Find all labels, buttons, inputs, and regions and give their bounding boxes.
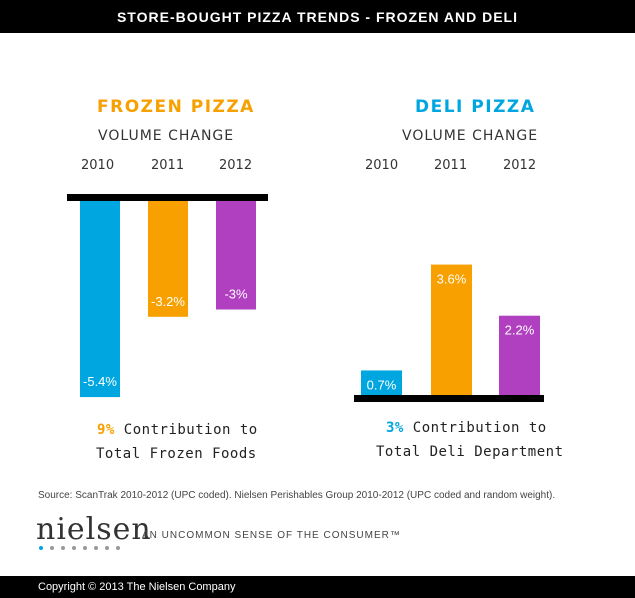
frozen-bar-2010 bbox=[80, 200, 120, 398]
deli-tick-2011: 2011 bbox=[434, 158, 468, 173]
frozen-tick-2010: 2010 bbox=[81, 158, 115, 173]
deli-tick-2010: 2010 bbox=[365, 158, 399, 173]
header-bar: STORE-BOUGHT PIZZA TRENDS - FROZEN AND D… bbox=[0, 0, 635, 33]
frozen-contribution-line1: Contribution to bbox=[123, 422, 258, 438]
deli-tick-2012: 2012 bbox=[503, 158, 537, 173]
deli-contribution-pct: 3% bbox=[386, 420, 404, 436]
deli-baseline bbox=[354, 395, 544, 402]
logo-dots bbox=[39, 546, 120, 550]
deli-chart-subtitle: VOLUME CHANGE bbox=[402, 128, 539, 144]
deli-chart-title: DELI PIZZA bbox=[415, 97, 536, 117]
deli-data-label-2012: 2.2% bbox=[505, 323, 535, 338]
page-title: STORE-BOUGHT PIZZA TRENDS - FROZEN AND D… bbox=[116, 8, 519, 25]
deli-bar-2010 bbox=[361, 370, 402, 396]
deli-bar-2012 bbox=[499, 315, 540, 396]
frozen-contribution-line2: Total Frozen Foods bbox=[96, 446, 257, 462]
footer-bar: Copyright © 2013 The Nielsen Company bbox=[0, 576, 635, 598]
brand-tagline: AN UNCOMMON SENSE OF THE CONSUMER™ bbox=[142, 530, 401, 541]
source-note: Source: ScanTrak 2010-2012 (UPC coded). … bbox=[38, 490, 556, 501]
deli-contribution-line1: Contribution to bbox=[412, 420, 547, 436]
frozen-contribution-pct: 9% bbox=[97, 422, 115, 438]
nielsen-logo: nielsen bbox=[36, 512, 152, 547]
copyright-text: Copyright © 2013 The Nielsen Company bbox=[38, 581, 236, 593]
frozen-data-label-2012: -3% bbox=[224, 287, 248, 302]
frozen-chart-title: FROZEN PIZZA bbox=[97, 97, 255, 117]
deli-data-label-2010: 0.7% bbox=[367, 377, 397, 392]
frozen-chart-subtitle: VOLUME CHANGE bbox=[98, 128, 235, 144]
deli-bar-2011 bbox=[431, 264, 472, 396]
frozen-tick-2011: 2011 bbox=[151, 158, 185, 173]
frozen-bar-2012 bbox=[216, 200, 256, 310]
nielsen-logo-text: nielsen bbox=[36, 512, 152, 547]
deli-contribution-line2: Total Deli Department bbox=[376, 444, 564, 460]
frozen-data-label-2010: -5.4% bbox=[83, 374, 117, 389]
frozen-data-label-2011: -3.2% bbox=[151, 294, 185, 309]
frozen-bar-2011 bbox=[148, 200, 188, 317]
frozen-tick-2012: 2012 bbox=[219, 158, 253, 173]
frozen-contribution: 9% Contribution to bbox=[97, 422, 258, 438]
frozen-baseline bbox=[67, 194, 268, 201]
deli-data-label-2011: 3.6% bbox=[437, 272, 467, 287]
deli-contribution: 3% Contribution to bbox=[386, 420, 547, 436]
